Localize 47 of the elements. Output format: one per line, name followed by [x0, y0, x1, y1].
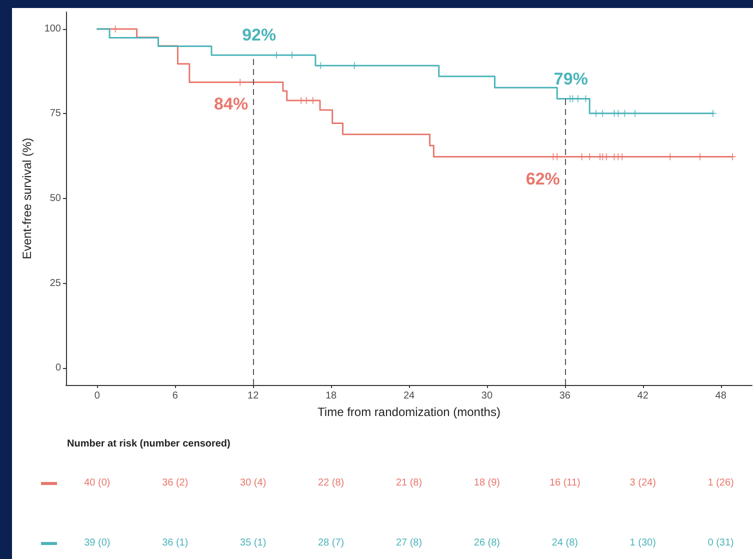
text: 26 (8) [474, 538, 500, 548]
x-tick-label: 36 [559, 390, 571, 402]
text: 21 (8) [396, 478, 422, 488]
point [614, 110, 622, 117]
text: 1 (26) [708, 478, 734, 488]
text: 3 (24) [630, 478, 656, 488]
point [350, 62, 358, 70]
x-tick-label: 0 [94, 390, 100, 402]
y-axis-title: Event-free survival (%) [20, 138, 34, 260]
point [621, 110, 628, 117]
data-label: 79% [554, 69, 588, 88]
text: 0 (31) [708, 538, 734, 548]
text: 36 (2) [162, 478, 188, 488]
point [592, 110, 600, 117]
text: 39 (0) [84, 538, 110, 548]
y-tick-label: 100 [44, 23, 62, 34]
x-tick-label: 42 [637, 390, 649, 402]
text: 1 (30) [630, 538, 656, 548]
x-tick-label: 6 [172, 390, 178, 402]
data-label: 62% [526, 169, 560, 188]
x-tick-label: 12 [248, 390, 260, 402]
text: 27 (8) [396, 538, 422, 548]
x-tick-label: 48 [715, 390, 727, 402]
text: 40 (0) [84, 478, 110, 488]
text: 30 (4) [240, 478, 266, 488]
x-axis-title: Time from randomization (months) [318, 404, 500, 419]
text: 35 (1) [240, 538, 266, 548]
data-label: 84% [214, 94, 248, 114]
text: 36 (1) [162, 538, 188, 548]
y-tick-label: 25 [50, 278, 62, 289]
text: 24 (8) [552, 538, 578, 548]
y-tick-label: 0 [55, 362, 62, 374]
text: 18 (9) [474, 478, 500, 488]
x-tick-label: 30 [481, 390, 493, 402]
point [710, 110, 717, 117]
y-tick-label: 75 [50, 108, 62, 120]
point [632, 110, 639, 117]
text: Number at risk (number censored) [67, 438, 230, 450]
x-tick-label: 24 [403, 390, 415, 402]
text: 28 (7) [318, 538, 344, 548]
point [317, 62, 324, 70]
data-label: 92% [242, 26, 276, 45]
x-tick-label: 18 [325, 390, 338, 402]
text: 22 (8) [318, 478, 344, 488]
point [599, 110, 606, 117]
text: 16 (11) [549, 478, 580, 488]
y-tick-label: 50 [50, 193, 62, 204]
